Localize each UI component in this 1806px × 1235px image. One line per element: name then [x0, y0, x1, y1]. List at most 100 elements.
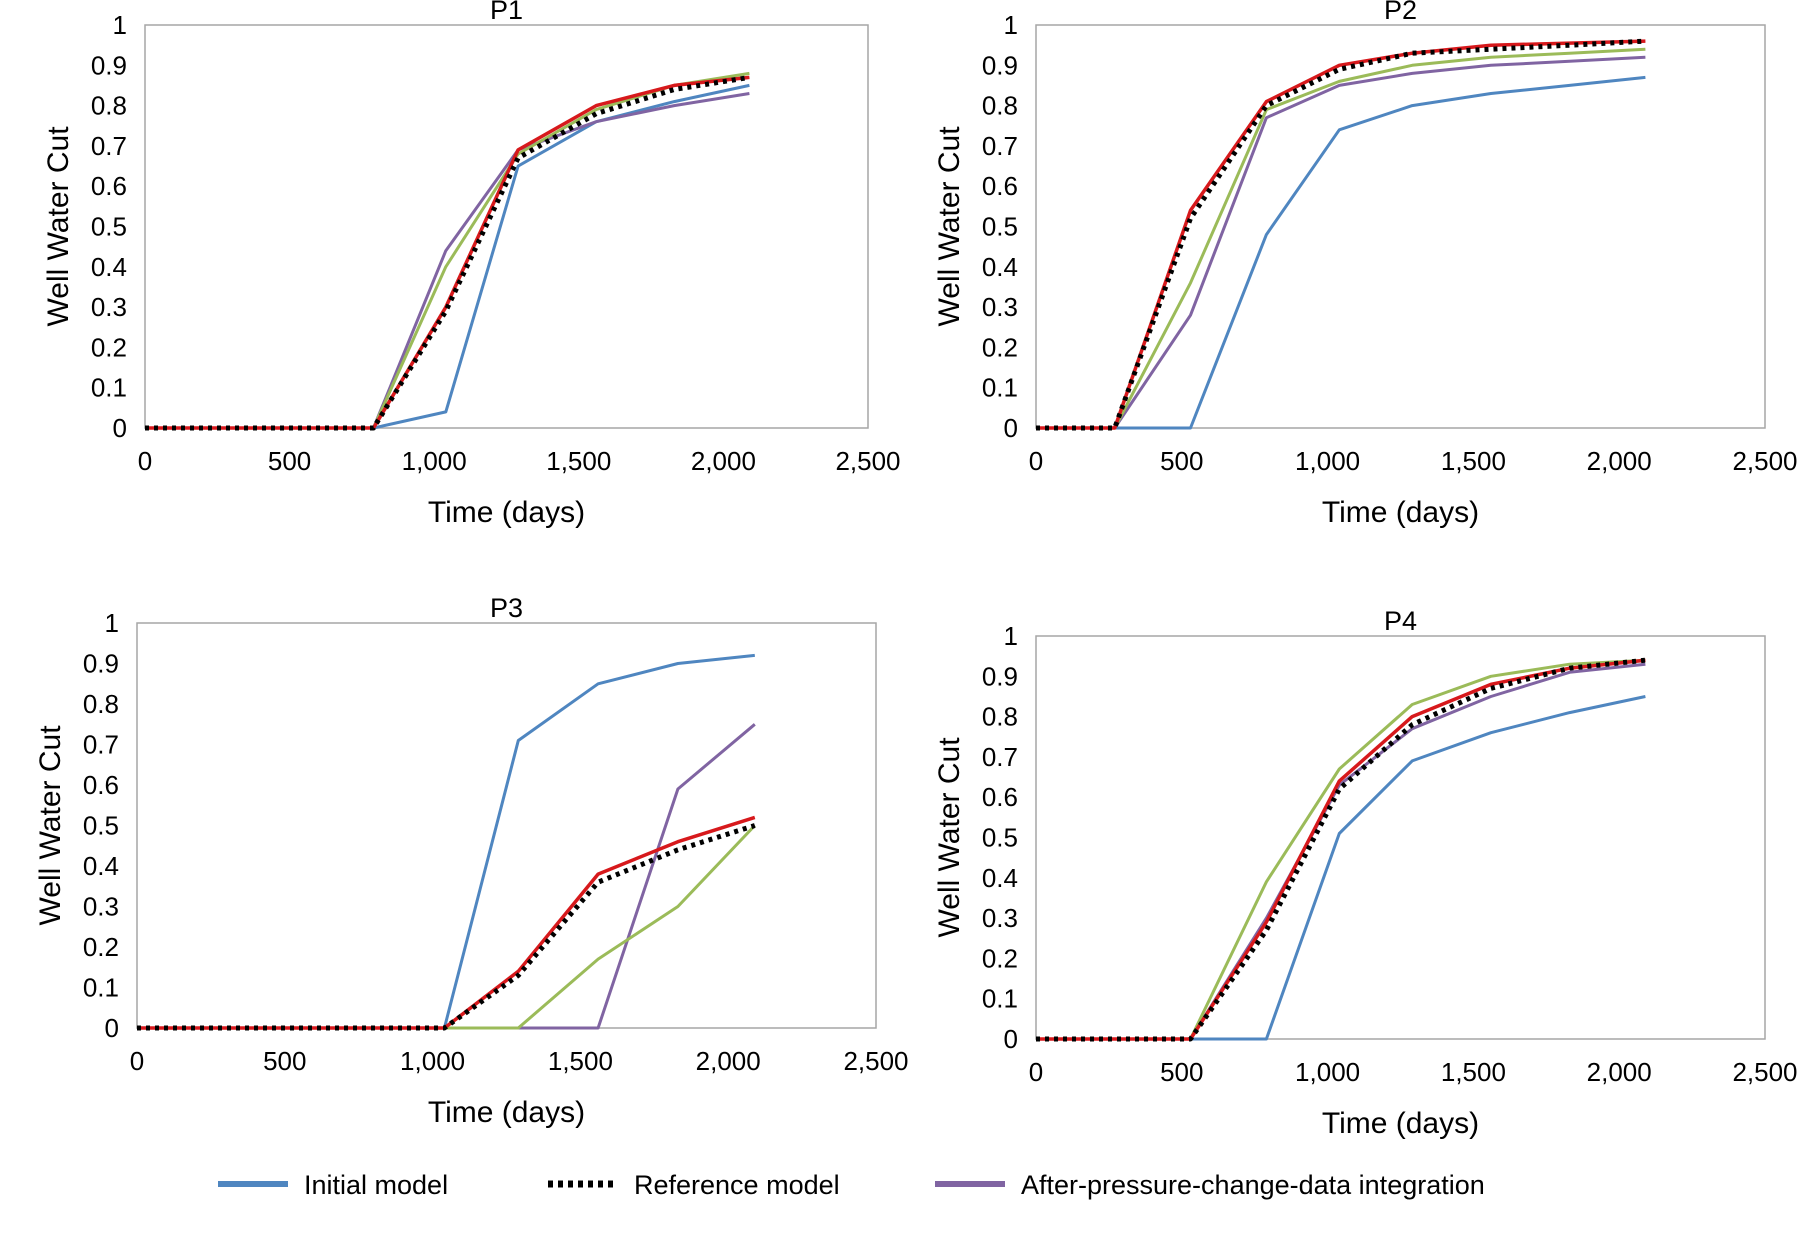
- legend-label: After-pressure-change-data integration: [1021, 1170, 1485, 1200]
- plot-area: [1036, 636, 1765, 1039]
- series-line-reference: [137, 826, 755, 1029]
- series-line-initial: [1036, 697, 1645, 1040]
- y-tick-label: 0.3: [982, 292, 1018, 322]
- plot-area: [137, 623, 876, 1028]
- y-tick-label: 1: [1004, 10, 1018, 40]
- x-tick-label: 500: [1160, 1057, 1203, 1087]
- y-tick-label: 0.2: [83, 932, 119, 962]
- y-tick-label: 0.6: [982, 171, 1018, 201]
- y-tick-label: 0.2: [982, 943, 1018, 973]
- x-tick-label: 1,500: [1441, 1057, 1506, 1087]
- x-tick-label: 2,500: [843, 1046, 908, 1076]
- y-tick-label: 0.8: [982, 702, 1018, 732]
- y-tick-label: 0.9: [91, 50, 127, 80]
- y-tick-label: 0.1: [83, 973, 119, 1003]
- x-tick-label: 2,000: [696, 1046, 761, 1076]
- y-tick-label: 0.7: [982, 131, 1018, 161]
- y-tick-label: 0.3: [982, 903, 1018, 933]
- y-tick-label: 0.5: [982, 823, 1018, 853]
- x-tick-label: 500: [268, 446, 311, 476]
- y-tick-label: 0.5: [91, 212, 127, 242]
- series-line-purple: [145, 94, 749, 429]
- y-tick-label: 0.7: [982, 742, 1018, 772]
- y-tick-label: 0.8: [83, 689, 119, 719]
- x-tick-label: 1,000: [1295, 446, 1360, 476]
- series-line-purple: [1036, 664, 1645, 1039]
- y-tick-label: 0: [1004, 413, 1018, 443]
- x-tick-label: 1,000: [1295, 1057, 1360, 1087]
- x-axis-label: Time (days): [1322, 496, 1479, 529]
- plot-area: [145, 25, 868, 428]
- y-tick-label: 0: [113, 413, 127, 443]
- x-tick-label: 1,000: [402, 446, 467, 476]
- chart-title: P1: [490, 0, 523, 25]
- x-tick-label: 0: [1029, 1057, 1043, 1087]
- y-axis-label: Well Water Cut: [42, 126, 75, 327]
- y-tick-label: 0.4: [91, 252, 127, 282]
- legend: Initial model Reference model After-pressu…: [218, 1170, 1485, 1200]
- x-tick-label: 0: [130, 1046, 144, 1076]
- x-tick-label: 2,500: [1732, 446, 1797, 476]
- series-line-reference: [145, 77, 749, 428]
- series-line-green: [137, 826, 755, 1029]
- x-tick-label: 0: [138, 446, 152, 476]
- y-tick-label: 0.2: [91, 332, 127, 362]
- x-axis-label: Time (days): [1322, 1107, 1479, 1140]
- legend-item-initial: Initial model: [218, 1170, 448, 1200]
- y-tick-label: 0.3: [91, 292, 127, 322]
- x-axis-label: Time (days): [428, 496, 585, 529]
- x-tick-label: 1,500: [546, 446, 611, 476]
- x-tick-label: 2,000: [691, 446, 756, 476]
- series-line-red: [1036, 41, 1645, 428]
- chart-title: P3: [490, 593, 523, 623]
- y-tick-label: 0.7: [83, 730, 119, 760]
- y-tick-label: 0.8: [91, 91, 127, 121]
- x-axis-label: Time (days): [428, 1096, 585, 1129]
- legend-item-reference: Reference model: [548, 1170, 840, 1200]
- y-axis-label: Well Water Cut: [34, 725, 67, 926]
- y-tick-label: 0.5: [83, 811, 119, 841]
- series-line-reference: [1036, 41, 1645, 428]
- series-line-initial: [137, 655, 755, 1028]
- x-tick-label: 500: [1160, 446, 1203, 476]
- chart-title: P4: [1384, 606, 1417, 636]
- y-tick-label: 1: [105, 608, 119, 638]
- series-line-red: [145, 77, 749, 428]
- y-tick-label: 0.6: [91, 171, 127, 201]
- series-line-green: [1036, 49, 1645, 428]
- y-tick-label: 0.5: [982, 212, 1018, 242]
- y-tick-label: 0.2: [982, 332, 1018, 362]
- x-tick-label: 2,000: [1587, 1057, 1652, 1087]
- y-tick-label: 0.9: [982, 50, 1018, 80]
- y-tick-label: 0.4: [982, 252, 1018, 282]
- x-tick-label: 0: [1029, 446, 1043, 476]
- series-line-initial: [145, 85, 749, 428]
- series-line-purple: [1036, 57, 1645, 428]
- y-tick-label: 0.9: [83, 649, 119, 679]
- y-tick-label: 0: [1004, 1024, 1018, 1054]
- x-tick-label: 2,000: [1587, 446, 1652, 476]
- y-tick-label: 0.1: [982, 373, 1018, 403]
- chart-title: P2: [1384, 0, 1417, 25]
- series-line-purple: [137, 724, 755, 1028]
- legend-label: Initial model: [304, 1170, 448, 1200]
- x-tick-label: 500: [263, 1046, 306, 1076]
- y-axis-label: Well Water Cut: [933, 126, 966, 327]
- y-tick-label: 0.9: [982, 661, 1018, 691]
- x-tick-label: 1,500: [1441, 446, 1506, 476]
- y-tick-label: 0.3: [83, 892, 119, 922]
- y-tick-label: 0.6: [982, 782, 1018, 812]
- chart-panel-p4: P4 0 0.1 0.2 0.3 0.4 0.5 0.6 0.7 0.8 0.9 1 0 500 1,000…: [933, 606, 1798, 1140]
- y-tick-label: 0.6: [83, 770, 119, 800]
- y-tick-label: 1: [1004, 621, 1018, 651]
- y-tick-label: 0.7: [91, 131, 127, 161]
- legend-label: Reference model: [634, 1170, 840, 1200]
- y-tick-label: 0.1: [982, 984, 1018, 1014]
- series-line-red: [137, 817, 755, 1028]
- y-tick-label: 0.4: [982, 863, 1018, 893]
- y-tick-label: 0.1: [91, 373, 127, 403]
